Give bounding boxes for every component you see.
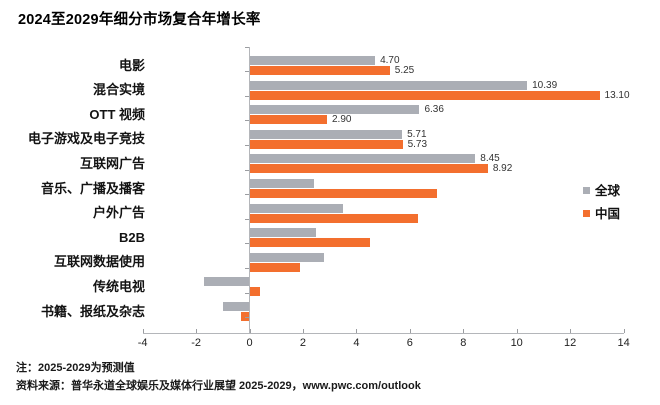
- bar-global: [249, 154, 476, 164]
- bar-china: [249, 115, 327, 125]
- bar-china: [249, 66, 390, 75]
- category-label: B2B: [118, 229, 145, 245]
- category-label: 户外广告: [92, 205, 145, 221]
- bar-china: [249, 287, 261, 297]
- legend-swatch-icon: [583, 210, 590, 217]
- bar-china: [249, 139, 403, 149]
- y-axis-tick: [245, 169, 249, 171]
- legend-swatch-icon: [583, 187, 590, 194]
- y-axis-tick: [245, 243, 249, 245]
- x-axis-tick: [196, 329, 198, 333]
- bar-value-label: 8.92: [492, 163, 513, 175]
- bar-global: [249, 80, 528, 90]
- x-axis-tick: [356, 329, 358, 333]
- x-axis-tick: [463, 329, 465, 333]
- y-axis-line: [249, 47, 250, 333]
- category-label: 书籍、报纸及杂志: [40, 303, 145, 319]
- bar-value-label: 13.10: [604, 89, 630, 101]
- bar-china: [249, 90, 600, 100]
- legend-label: 全球: [595, 183, 621, 198]
- y-axis-tick: [245, 95, 249, 97]
- legend-item: 全球: [583, 179, 620, 202]
- bar-value-label: 5.25: [394, 65, 415, 76]
- bar-china: [241, 312, 250, 321]
- bar-global: [249, 105, 420, 115]
- category-label: 音乐、广播及播客: [40, 180, 145, 196]
- bar-value-label: 5.73: [407, 138, 428, 150]
- y-axis-tick: [245, 144, 249, 146]
- y-axis-tick: [245, 46, 249, 48]
- chart-title: 2024至2029年细分市场复合年增长率: [18, 12, 261, 28]
- source-note: 资料来源：普华永道全球娱乐及媒体行业展望 2025-2029，www.pwc.c…: [16, 380, 421, 392]
- x-axis-tick: [570, 329, 572, 333]
- category-label: 互联网广告: [79, 155, 145, 171]
- bar-value-label: 2.90: [331, 114, 352, 126]
- bar-global: [249, 56, 376, 65]
- x-axis-tick-label: -2: [191, 337, 201, 349]
- category-label: 互联网数据使用: [53, 254, 145, 270]
- y-axis-tick: [245, 71, 249, 73]
- category-label: 电影: [118, 57, 145, 73]
- bar-value-label: 10.39: [532, 79, 558, 91]
- y-axis-tick: [245, 218, 249, 220]
- x-axis-tick-label: 4: [353, 337, 360, 349]
- category-label: 混合实境: [92, 82, 145, 98]
- bar-value-label: 4.70: [380, 55, 400, 66]
- y-axis-tick: [245, 120, 249, 122]
- x-axis-tick-label: 6: [406, 337, 413, 349]
- x-axis-tick: [302, 329, 304, 333]
- category-label: 传统电视: [92, 278, 145, 294]
- category-label: OTT 视频: [89, 106, 145, 122]
- x-axis-tick: [142, 329, 144, 333]
- bar-value-label: 8.45: [480, 153, 500, 165]
- bar-global: [204, 277, 250, 287]
- y-axis-tick: [245, 267, 249, 269]
- legend-item: 中国: [583, 202, 620, 225]
- chart-legend: 全球 中国: [583, 179, 620, 225]
- x-axis-tick-label: 14: [617, 337, 630, 349]
- bar-global: [249, 228, 317, 238]
- bar-china: [249, 164, 488, 174]
- bar-global: [249, 129, 403, 139]
- bar-global: [249, 252, 325, 262]
- bar-value-label: 6.36: [424, 104, 444, 116]
- category-label: 电子游戏及电子竞技: [27, 131, 145, 147]
- x-axis-tick: [516, 329, 518, 333]
- forecast-footnote: 注：2025-2029为预测值: [16, 362, 135, 374]
- bar-china: [249, 189, 437, 198]
- y-axis-tick: [245, 292, 249, 294]
- bar-china: [249, 213, 418, 223]
- bar-global: [249, 179, 314, 188]
- x-axis-tick-label: 2: [299, 337, 306, 349]
- x-axis-tick: [409, 329, 411, 333]
- y-axis-tick: [245, 317, 249, 319]
- legend-label: 中国: [595, 206, 621, 221]
- x-axis-tick-label: 8: [460, 337, 467, 349]
- y-axis-tick: [245, 194, 249, 196]
- bar-global: [222, 302, 250, 311]
- bar-china: [249, 262, 301, 272]
- bar-global: [249, 203, 344, 213]
- x-axis-tick-label: 0: [246, 337, 253, 349]
- x-axis-tick-label: 12: [563, 337, 577, 349]
- x-axis-tick-label: 10: [510, 337, 523, 349]
- x-axis-line: [142, 333, 624, 334]
- x-axis-tick-label: -4: [137, 337, 148, 349]
- x-axis-tick: [623, 329, 625, 333]
- bar-value-label: 5.71: [407, 128, 427, 140]
- x-axis-tick: [249, 329, 251, 333]
- bar-china: [249, 238, 370, 248]
